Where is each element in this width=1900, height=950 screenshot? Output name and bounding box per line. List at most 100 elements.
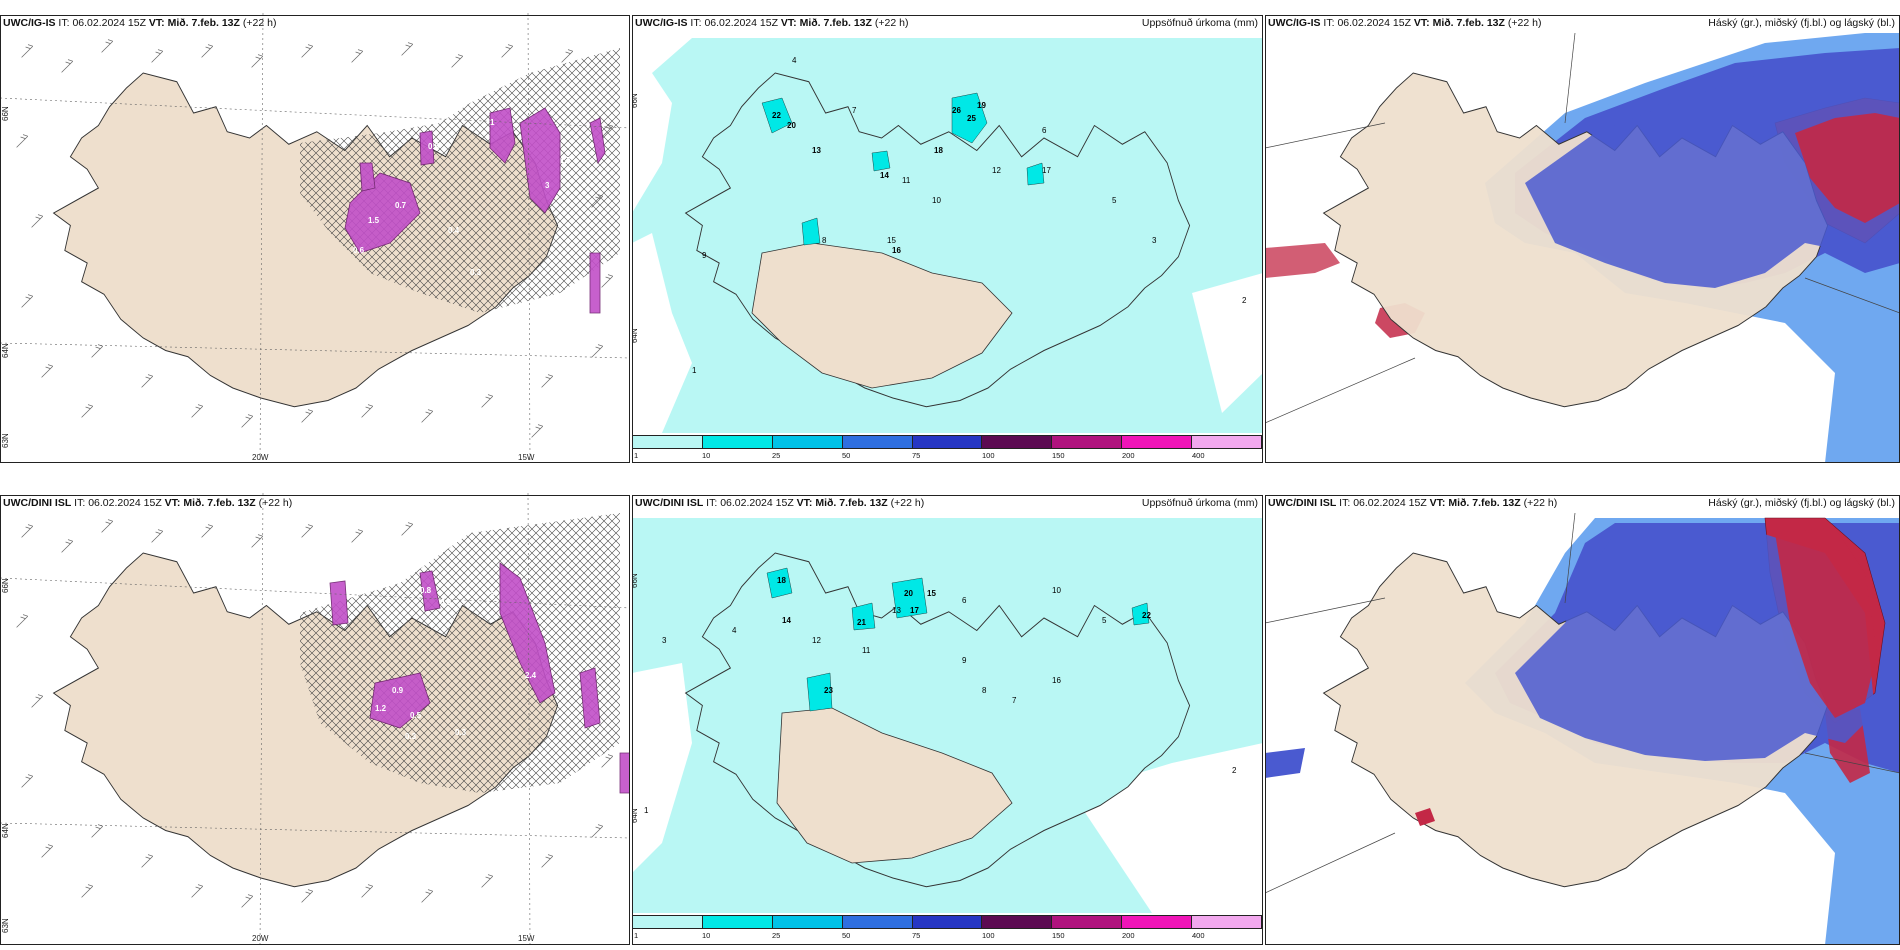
colorbar-tick: 75 — [912, 931, 921, 940]
precip-map: 26 25 22 20 19 18 17 16 15 14 13 12 11 1… — [632, 13, 1263, 463]
svg-text:2: 2 — [1232, 766, 1237, 775]
lat-66-label: 66N — [1, 578, 10, 593]
wind-values: 0.8 0.5 2 1.2 0.9 0.5 0.3 0.3 2.4 — [375, 586, 537, 741]
vt-label: VT: — [780, 17, 797, 29]
svg-text:4: 4 — [792, 56, 797, 65]
lead-time: (+22 h) — [1523, 497, 1558, 509]
colorbar-tick: 50 — [842, 451, 851, 460]
svg-text:5: 5 — [1112, 196, 1117, 205]
lat-64-label: 64N — [1, 823, 10, 838]
panel-header: UWC/IG-IS IT: 06.02.2024 15Z VT: Mið. 7.… — [632, 13, 1263, 33]
precip-panel-bottom: 23 22 21 20 18 17 16 15 14 13 12 11 10 9… — [632, 493, 1263, 945]
panel-title: Uppsöfnuð úrkoma (mm) — [1141, 17, 1258, 29]
it-value: 06.02.2024 15Z — [704, 17, 778, 29]
model-name: UWC/IG-IS — [1268, 17, 1321, 29]
lat-64-label: 64N — [1, 343, 10, 358]
colorbar-tick: 400 — [1192, 451, 1205, 460]
svg-text:10: 10 — [1052, 586, 1061, 595]
panel-header: UWC/DINI ISL IT: 06.02.2024 15Z VT: Mið.… — [0, 493, 630, 513]
it-value: 06.02.2024 15Z — [1353, 497, 1427, 509]
svg-text:13: 13 — [812, 146, 821, 155]
colorbar-tick: 150 — [1052, 451, 1065, 460]
svg-text:12: 12 — [992, 166, 1001, 175]
lat-66-label: 66N — [1, 106, 10, 121]
lon-15-label: 15W — [518, 453, 535, 462]
svg-text:17: 17 — [910, 606, 919, 615]
colorbar-segment — [842, 435, 913, 449]
lead-time: (+22 h) — [874, 17, 909, 29]
colorbar-tick: 150 — [1052, 931, 1065, 940]
vt-value: Mið. 7.feb. 13Z — [167, 17, 240, 29]
lon-20-label: 20W — [252, 453, 269, 462]
svg-text:14: 14 — [880, 171, 889, 180]
colorbar-ticks: 1 10 25 50 75 100 150 200 400 — [632, 451, 1262, 461]
colorbar-tick: 200 — [1122, 451, 1135, 460]
it-label: IT: — [74, 497, 86, 509]
svg-text:0.6: 0.6 — [428, 142, 440, 151]
svg-text:4: 4 — [732, 626, 737, 635]
wind-map: 0.8 0.5 2 1.2 0.9 0.5 0.3 0.3 2.4 — [0, 493, 630, 945]
svg-text:2.4: 2.4 — [525, 671, 537, 680]
svg-text:22: 22 — [1142, 611, 1151, 620]
svg-text:2: 2 — [490, 591, 495, 600]
vt-label: VT: — [148, 17, 165, 29]
colorbar-tick: 25 — [772, 451, 781, 460]
colorbar-tick: 100 — [982, 931, 995, 940]
svg-text:21: 21 — [857, 618, 866, 627]
colorbar-segment — [1192, 435, 1263, 449]
cloud-panel-top: UWC/IG-IS IT: 06.02.2024 15Z VT: Mið. 7.… — [1265, 13, 1900, 463]
cloud-map — [1265, 493, 1900, 945]
svg-text:8: 8 — [982, 686, 987, 695]
svg-text:13: 13 — [892, 606, 901, 615]
lat-64-label: 64N — [632, 808, 639, 823]
colorbar-segment — [772, 435, 843, 449]
colorbar-segment — [1192, 915, 1263, 929]
wind-values: 1 0.6 1.5 0.7 0.4 0.6 1.7 0.3 3 — [353, 118, 572, 277]
svg-text:0.3: 0.3 — [405, 732, 417, 741]
colorbar-segment — [842, 915, 913, 929]
svg-text:14: 14 — [782, 616, 791, 625]
precip-map: 23 22 21 20 18 17 16 15 14 13 12 11 10 9… — [632, 493, 1263, 945]
panel-header: UWC/IG-IS IT: 06.02.2024 15Z VT: Mið. 7.… — [1265, 13, 1900, 33]
panel-title: Háský (gr.), miðský (fj.bl.) og lágský (… — [1708, 497, 1895, 509]
panel-title: Uppsöfnuð úrkoma (mm) — [1141, 497, 1258, 509]
lat-64-label: 64N — [632, 328, 639, 343]
colorbar-tick: 75 — [912, 451, 921, 460]
svg-text:0.4: 0.4 — [448, 226, 460, 235]
svg-text:3: 3 — [1152, 236, 1157, 245]
svg-text:20: 20 — [904, 589, 913, 598]
colorbar-segment — [702, 435, 773, 449]
svg-text:0.9: 0.9 — [392, 686, 404, 695]
svg-text:17: 17 — [1042, 166, 1051, 175]
svg-text:15: 15 — [887, 236, 896, 245]
cloud-panel-bottom: UWC/DINI ISL IT: 06.02.2024 15Z VT: Mið.… — [1265, 493, 1900, 945]
it-label: IT: — [1323, 17, 1335, 29]
panel-header: UWC/DINI ISL IT: 06.02.2024 15Z VT: Mið.… — [632, 493, 1263, 513]
model-name: UWC/DINI ISL — [3, 497, 72, 509]
svg-text:16: 16 — [1052, 676, 1061, 685]
svg-text:19: 19 — [977, 101, 986, 110]
svg-text:22: 22 — [772, 111, 781, 120]
model-name: UWC/IG-IS — [635, 17, 688, 29]
svg-text:0.8: 0.8 — [420, 586, 432, 595]
colorbar-tick: 50 — [842, 931, 851, 940]
lead-time: (+22 h) — [242, 17, 277, 29]
colorbar-segment — [632, 435, 703, 449]
colorbar-tick: 1 — [634, 931, 639, 940]
colorbar-tick: 25 — [772, 931, 781, 940]
it-label: IT: — [58, 17, 70, 29]
svg-text:6: 6 — [962, 596, 967, 605]
svg-text:5: 5 — [1102, 616, 1107, 625]
wind-map: 1 0.6 1.5 0.7 0.4 0.6 1.7 0.3 3 — [0, 13, 630, 463]
vt-label: VT: — [796, 497, 813, 509]
colorbar-ticks: 1 10 25 50 75 100 150 200 400 — [632, 931, 1262, 941]
svg-text:2: 2 — [1242, 296, 1247, 305]
it-value: 06.02.2024 15Z — [72, 17, 146, 29]
svg-text:1.5: 1.5 — [368, 216, 380, 225]
svg-text:9: 9 — [962, 656, 967, 665]
it-label: IT: — [706, 497, 718, 509]
colorbar-segment — [912, 915, 983, 929]
svg-text:8: 8 — [822, 236, 827, 245]
it-label: IT: — [690, 17, 702, 29]
